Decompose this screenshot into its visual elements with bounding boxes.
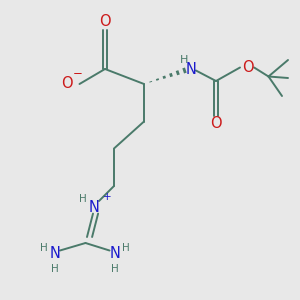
Text: O: O <box>242 60 253 75</box>
Text: O: O <box>61 76 72 92</box>
Text: N: N <box>186 61 196 76</box>
Text: H: H <box>40 243 47 253</box>
Text: N: N <box>110 246 120 261</box>
Text: O: O <box>99 14 111 29</box>
Text: N: N <box>89 200 100 214</box>
Text: H: H <box>180 55 189 65</box>
Text: O: O <box>210 116 222 131</box>
Text: N: N <box>49 246 60 261</box>
Text: H: H <box>111 264 119 274</box>
Text: +: + <box>103 191 111 202</box>
Text: H: H <box>122 243 130 253</box>
Text: H: H <box>79 194 87 205</box>
Text: −: − <box>73 67 82 80</box>
Text: H: H <box>51 264 58 274</box>
